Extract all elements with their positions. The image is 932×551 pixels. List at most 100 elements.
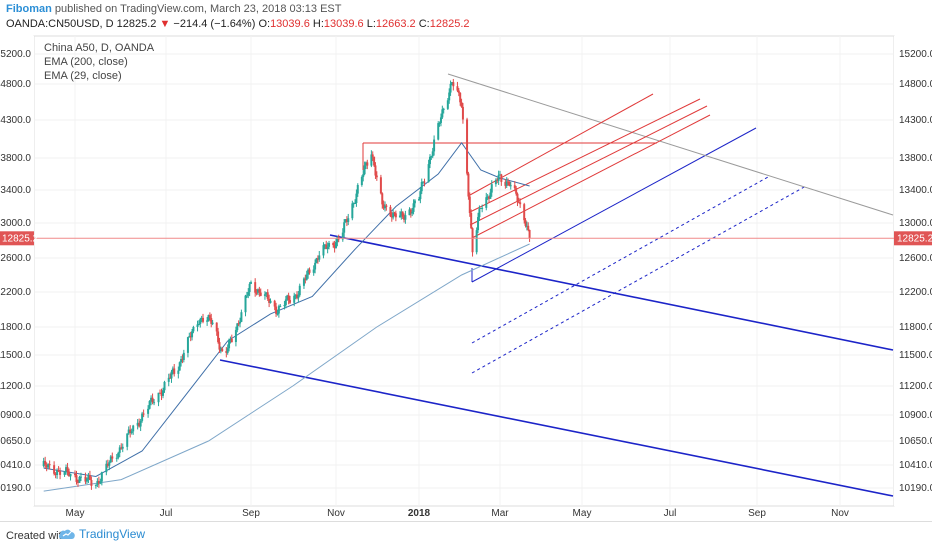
candle-down	[75, 475, 78, 482]
x-tick-label: 2018	[408, 508, 431, 519]
y-tick-label-left: 11800.0	[0, 322, 31, 333]
candle-up	[126, 433, 129, 447]
candle-down	[287, 295, 290, 301]
candle-down	[57, 470, 60, 472]
high-label: H:	[312, 18, 324, 30]
candle-up	[441, 109, 444, 118]
candle-down	[254, 282, 257, 293]
grey-trendline	[447, 73, 894, 216]
candle-up	[354, 202, 357, 204]
candle-down	[371, 154, 374, 157]
candle-down	[268, 298, 271, 303]
candle-down	[457, 90, 460, 93]
candle-up	[408, 209, 411, 216]
candle-down	[382, 204, 385, 209]
drawing-tools[interactable]	[219, 73, 894, 497]
price-chart[interactable]: 10190.0 10410.0 10650.0 10900.0 11200.0 11500…	[0, 0, 932, 521]
candle-up	[497, 174, 500, 181]
y-tick-label-left: 15200.0	[0, 49, 31, 60]
candle-up	[341, 232, 344, 240]
candle-up	[118, 447, 121, 453]
candle-up	[276, 313, 279, 315]
candle-up	[180, 359, 183, 363]
candle-down	[76, 481, 79, 483]
candle-up	[148, 401, 151, 409]
last-price: 12825.2	[116, 18, 157, 30]
candle-up	[347, 218, 350, 223]
candle-up	[475, 230, 478, 253]
candle-up	[307, 269, 310, 275]
close-value: 12825.2	[429, 18, 470, 30]
candle-up	[87, 475, 90, 479]
x-tick-label: Nov	[327, 508, 345, 519]
candle-down	[138, 422, 141, 427]
high-value: 13039.6	[323, 18, 364, 30]
candle-down	[379, 177, 382, 194]
candle-down	[258, 289, 261, 293]
tradingview-brand[interactable]: TradingView	[58, 527, 145, 541]
candle-up	[206, 320, 209, 322]
candle-up	[196, 324, 199, 327]
candle-down	[467, 173, 470, 197]
candle-up	[121, 446, 124, 449]
red-pitchfork-line-4	[471, 114, 711, 239]
candle-up	[256, 289, 259, 293]
candle-up	[344, 219, 347, 223]
x-tick-label: Jul	[664, 508, 677, 519]
candle-down	[208, 315, 211, 318]
y-tick-label-left: 10190.0	[0, 483, 31, 494]
candle-down	[106, 463, 109, 466]
candle-down	[237, 323, 240, 325]
candle-down	[221, 348, 224, 352]
candle-down	[74, 473, 76, 476]
tradingview-label: TradingView	[79, 527, 146, 541]
candle-up	[108, 462, 111, 466]
author-name[interactable]: Fiboman	[6, 3, 52, 15]
candle-up	[79, 476, 82, 478]
publish-text: published on TradingView.com, March 23, …	[54, 3, 342, 15]
candle-up	[47, 464, 50, 468]
candle-down	[381, 193, 384, 205]
price-badge-right	[894, 231, 932, 246]
candle-up	[352, 203, 355, 205]
close-label: C:	[418, 18, 430, 30]
candle-up	[115, 457, 118, 459]
candle-down	[266, 292, 269, 299]
left-price-axis[interactable]	[0, 36, 34, 506]
candle-down	[390, 216, 393, 218]
x-tick-label: Jul	[160, 508, 173, 519]
candle-up	[236, 323, 239, 331]
candle-down	[508, 181, 511, 186]
candle-up	[56, 470, 59, 476]
candle-up	[132, 425, 135, 432]
candle-down	[66, 467, 69, 472]
candle-down	[496, 179, 499, 181]
candle-down	[393, 212, 396, 214]
candle-up	[226, 348, 229, 353]
candle-up	[277, 306, 280, 314]
red-pitchfork-line-2	[469, 98, 701, 213]
candle-down	[366, 162, 369, 166]
legend-ema200: EMA (200, close)	[44, 56, 128, 68]
candle-up	[211, 322, 214, 324]
candle-down	[507, 181, 510, 183]
candle-down	[181, 359, 184, 361]
left-axis-ticks: 10190.0 10410.0 10650.0 10900.0 11200.0 11500…	[0, 49, 894, 494]
y-tick-label-right: 12600.0	[899, 253, 932, 264]
candle-down	[470, 213, 473, 229]
blue-channel-line	[471, 127, 757, 283]
ema200-line	[43, 243, 530, 492]
candle-up	[302, 278, 305, 286]
candle-up	[411, 211, 414, 214]
candle-up	[356, 185, 359, 194]
candle-down	[59, 471, 62, 475]
right-price-axis[interactable]	[894, 36, 932, 506]
candle-up	[363, 165, 366, 175]
y-tick-label-left: 13400.0	[0, 185, 31, 196]
candle-down	[308, 269, 311, 273]
candle-down	[504, 181, 507, 186]
candle-up	[229, 338, 232, 340]
candle-down	[295, 294, 298, 299]
y-tick-label-right: 11200.0	[899, 381, 932, 392]
candle-up	[100, 472, 103, 482]
